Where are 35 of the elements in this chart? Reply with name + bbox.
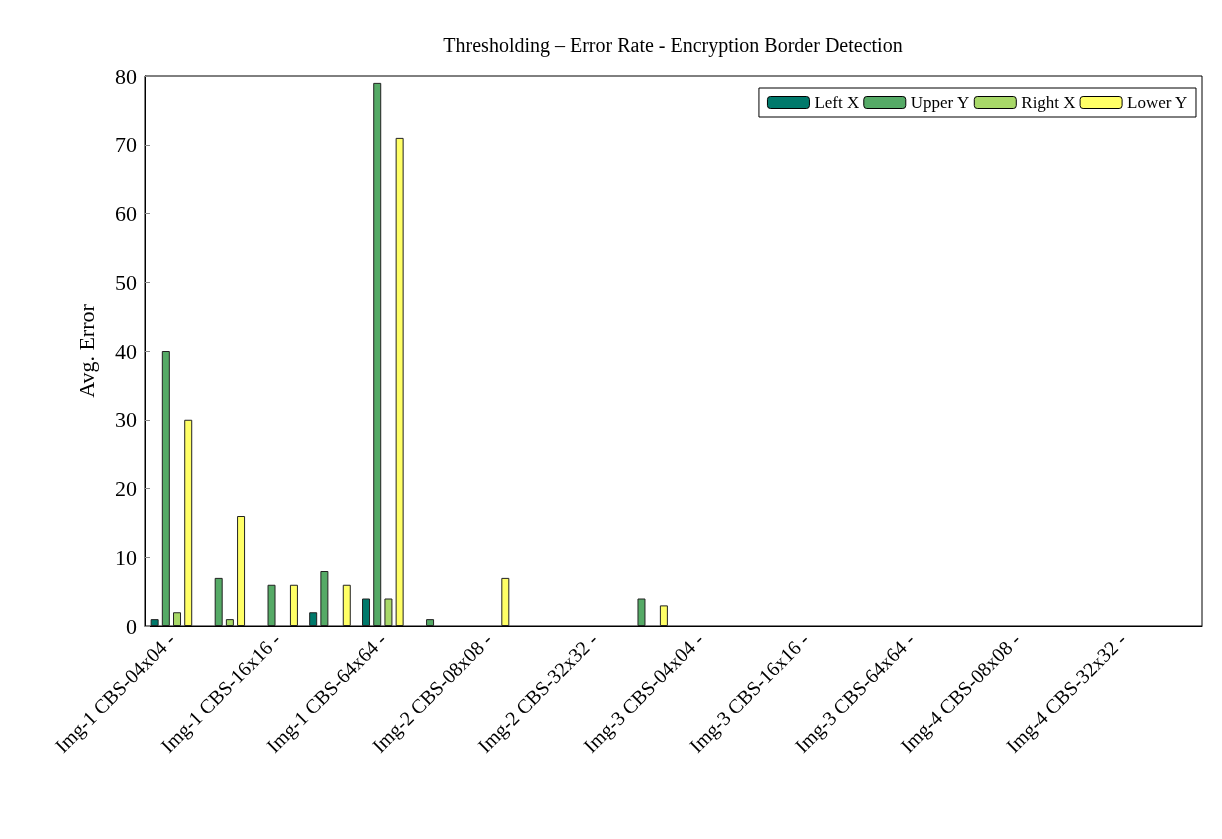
legend-label: Lower Y — [1127, 93, 1188, 112]
bar — [173, 612, 182, 626]
bar — [150, 619, 159, 626]
bar — [426, 619, 435, 626]
y-axis-title: Avg. Error — [73, 303, 99, 398]
bar — [362, 598, 371, 626]
bar — [659, 605, 668, 626]
y-tick-label: 20 — [115, 476, 137, 501]
bar — [320, 571, 329, 626]
bar — [214, 577, 223, 626]
y-tick-label: 40 — [115, 338, 137, 364]
bar — [267, 584, 276, 626]
y-tick-label: 30 — [115, 407, 137, 433]
y-tick-label: 80 — [115, 63, 137, 89]
y-tick-label: 70 — [115, 132, 137, 158]
legend-label: Upper Y — [910, 93, 970, 112]
bar — [161, 351, 170, 626]
bar — [373, 82, 382, 626]
y-tick-label: 50 — [115, 269, 137, 295]
bar — [501, 577, 510, 626]
bar — [395, 137, 404, 626]
bar — [289, 584, 298, 626]
y-tick-label: 60 — [115, 201, 137, 226]
bar — [637, 598, 646, 626]
bar — [237, 516, 246, 626]
bar — [184, 419, 193, 626]
y-tick-label: 10 — [115, 544, 137, 570]
legend-label: Right X — [1021, 93, 1076, 112]
bar — [384, 598, 393, 626]
bar — [309, 612, 318, 626]
bar — [225, 619, 234, 626]
bar — [342, 584, 351, 626]
chart-title: Thresholding – Error Rate - Encryption Border Detection — [443, 34, 903, 57]
y-tick-label: 0 — [126, 613, 137, 639]
legend-label: Left X — [814, 93, 860, 112]
